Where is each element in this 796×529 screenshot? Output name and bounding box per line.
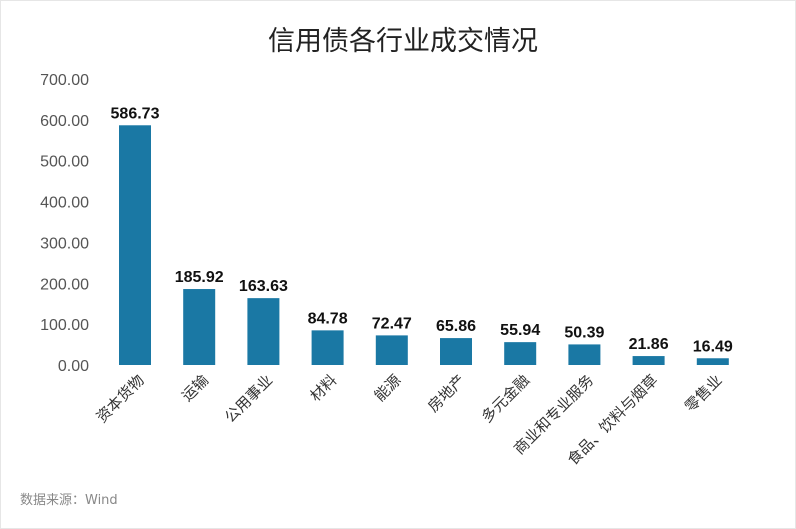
- bar: [183, 289, 216, 365]
- data-label: 84.78: [308, 310, 348, 327]
- y-tick-label: 700.00: [40, 72, 89, 89]
- chart-title: 信用债各行业成交情况: [268, 26, 538, 57]
- bars: [119, 125, 729, 365]
- data-labels: 586.73 185.92 163.63 84.78 72.47 65.86 55.94 50…: [111, 105, 733, 355]
- bar: [568, 344, 601, 365]
- y-tick-label: 200.00: [40, 276, 89, 293]
- y-tick-label: 0.00: [58, 358, 89, 375]
- bar: [311, 330, 344, 365]
- bar: [440, 338, 472, 365]
- data-label: 72.47: [372, 315, 412, 332]
- data-label: 586.73: [111, 105, 160, 122]
- x-category-label: 零售业: [681, 371, 726, 416]
- x-category-label: 资本货物: [93, 371, 148, 426]
- y-tick-label: 600.00: [40, 113, 89, 130]
- bar: [696, 358, 729, 365]
- source-note: 数据来源：Wind: [20, 493, 118, 508]
- x-category-label: 房地产: [424, 371, 469, 416]
- data-label: 65.86: [436, 318, 476, 335]
- y-tick-label: 400.00: [40, 195, 89, 212]
- x-category-label: 能源: [371, 371, 405, 405]
- y-tick-label: 300.00: [40, 235, 89, 252]
- x-category-label: 多元金融: [478, 371, 533, 426]
- data-label: 16.49: [693, 338, 733, 355]
- bar: [247, 298, 280, 365]
- bar: [504, 342, 537, 365]
- data-label: 55.94: [500, 322, 540, 339]
- bar: [632, 356, 665, 365]
- x-category-label: 材料: [306, 371, 340, 405]
- bar: [119, 125, 151, 365]
- bar: [375, 335, 408, 365]
- y-axis: 0.00 100.00 200.00 300.00 400.00 500.00 600.00…: [40, 72, 89, 375]
- x-category-label: 运输: [178, 371, 212, 405]
- data-label: 185.92: [175, 269, 224, 286]
- data-label: 50.39: [564, 324, 604, 341]
- y-tick-label: 100.00: [40, 317, 89, 334]
- data-label: 21.86: [629, 336, 669, 353]
- y-tick-label: 500.00: [40, 154, 89, 171]
- data-label: 163.63: [239, 278, 288, 295]
- x-category-label: 公用事业: [221, 371, 276, 426]
